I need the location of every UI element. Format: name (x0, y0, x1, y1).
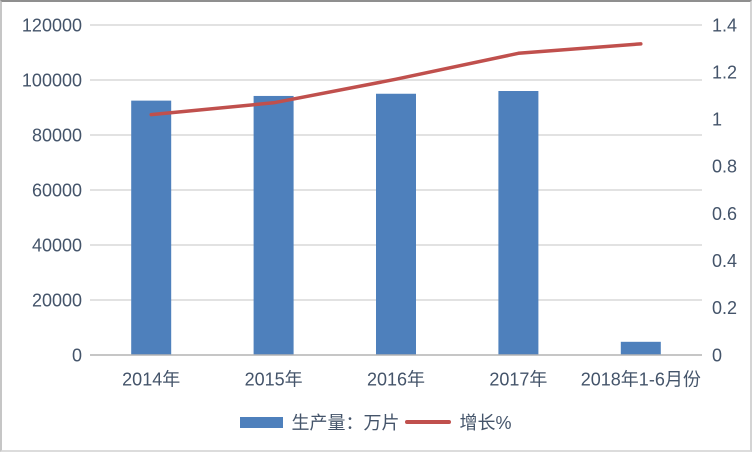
legend-label-production: 生产量：万片 (291, 413, 400, 433)
bar-2016年 (376, 93, 416, 355)
x-axis-label: 2015年 (245, 369, 303, 389)
left-axis-tick-label: 120000 (22, 15, 82, 35)
right-axis-tick-label: 0.4 (712, 251, 737, 271)
x-axis-label: 2018年1-6月份 (581, 369, 701, 389)
bar-2015年 (253, 95, 294, 355)
legend-item-growth: 增长% (405, 409, 512, 435)
bar-2017年 (498, 91, 539, 355)
legend-swatch-production-bar (240, 416, 284, 428)
left-axis-tick-label: 20000 (32, 290, 82, 310)
right-axis-tick-label: 0.2 (712, 298, 737, 318)
left-axis-tick-label: 80000 (32, 125, 82, 145)
right-axis-tick-label: 1 (712, 110, 722, 130)
x-axis-label: 2017年 (489, 369, 547, 389)
right-axis-tick-label: 0.8 (712, 157, 737, 177)
legend-swatch-growth-line (405, 420, 452, 424)
chart-legend: 生产量：万片 增长% (2, 406, 750, 438)
right-axis-tick-label: 0.6 (712, 204, 737, 224)
bar-2018年1-6月份 (620, 341, 661, 355)
x-axis-label: 2014年 (122, 369, 180, 389)
left-axis-tick-label: 100000 (22, 70, 82, 90)
bar-2014年 (131, 100, 172, 355)
legend-label-growth: 增长% (459, 413, 512, 433)
x-axis-label: 2016年 (367, 369, 425, 389)
left-axis-tick-label: 40000 (32, 235, 82, 255)
right-axis-tick-label: 0 (712, 345, 722, 365)
right-axis-tick-label: 1.4 (712, 15, 737, 35)
left-axis-tick-label: 0 (72, 345, 82, 365)
legend-item-production: 生产量：万片 (240, 409, 399, 435)
right-axis-tick-label: 1.2 (712, 62, 737, 82)
left-axis-tick-label: 60000 (32, 180, 82, 200)
growth-line (149, 42, 643, 117)
